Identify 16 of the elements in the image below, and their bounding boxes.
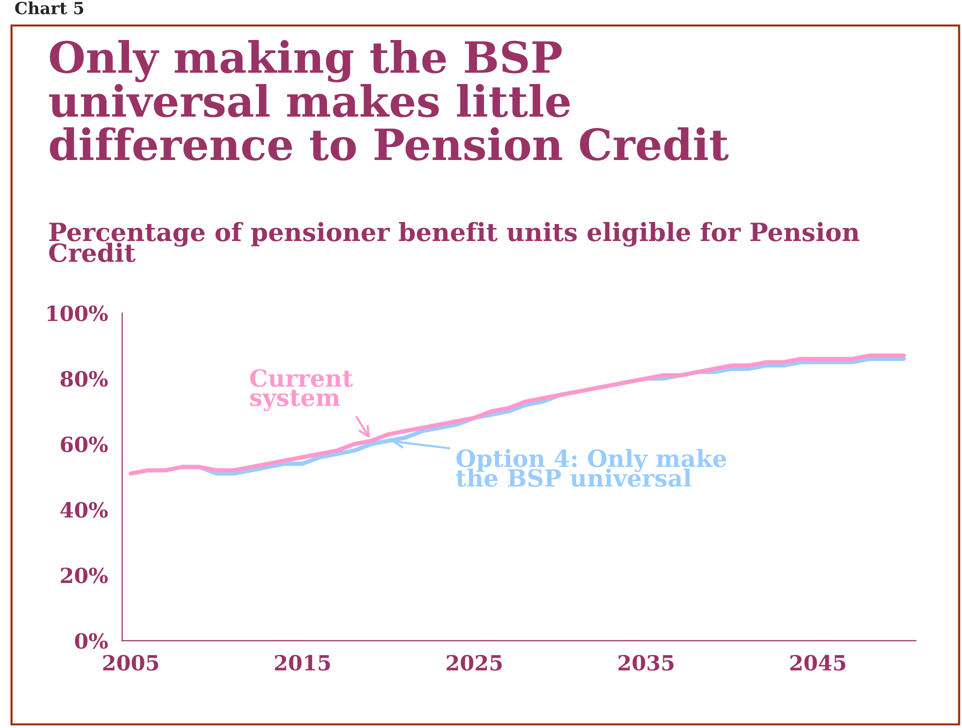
y-tick-label: 0% bbox=[74, 633, 108, 649]
x-tick-label: 2045 bbox=[790, 654, 846, 671]
caption: Chart 5 bbox=[15, 1, 84, 14]
y-tick-label: 60% bbox=[60, 436, 108, 452]
y-tick-label: 40% bbox=[60, 502, 108, 518]
chart-title: Only making the BSP universal makes little difference to Pension Credit bbox=[49, 40, 729, 161]
chart-subtitle: Percentage of pensioner benefit units eligible for Pension Credit bbox=[49, 222, 860, 262]
series-label: Option 4: Only make the BSP universal bbox=[456, 448, 726, 487]
x-tick-label: 2015 bbox=[274, 654, 330, 671]
x-tick-label: 2035 bbox=[618, 654, 674, 671]
series-label: Current system bbox=[250, 369, 353, 412]
x-tick-label: 2025 bbox=[446, 654, 502, 671]
x-tick-label: 2005 bbox=[103, 654, 158, 671]
y-tick-label: 100% bbox=[48, 305, 108, 322]
y-tick-label: 80% bbox=[60, 371, 108, 387]
y-tick-label: 20% bbox=[60, 568, 108, 584]
